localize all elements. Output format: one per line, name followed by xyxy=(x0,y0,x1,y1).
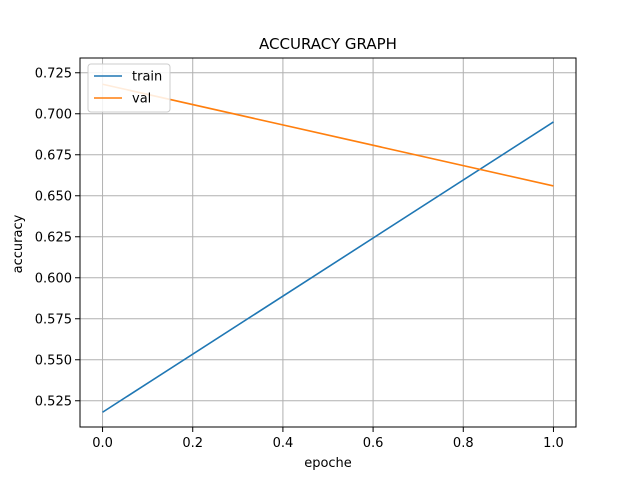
y-tick-label: 0.525 xyxy=(35,394,72,409)
y-tick-label: 0.700 xyxy=(35,107,72,122)
x-tick-label: 0.2 xyxy=(182,436,203,451)
y-tick-label: 0.650 xyxy=(35,189,72,204)
y-tick-label: 0.575 xyxy=(35,312,72,327)
series-lines xyxy=(102,83,554,413)
chart-title: ACCURACY GRAPH xyxy=(259,35,397,53)
x-tick-label: 0.8 xyxy=(453,436,474,451)
y-tick-label: 0.600 xyxy=(35,271,72,286)
y-tick-label: 0.550 xyxy=(35,353,72,368)
legend-label: val xyxy=(132,92,151,107)
x-tick-label: 1.0 xyxy=(543,436,564,451)
axis-ticks: 0.0 0.2 0.4 0.6 0.8 1.0 0.525 0.550 0.575 0.600 0.… xyxy=(35,66,564,451)
x-tick-label: 0.0 xyxy=(92,436,113,451)
legend-label: train xyxy=(132,70,162,85)
y-tick-label: 0.675 xyxy=(35,148,72,163)
x-axis-label: epoche xyxy=(304,456,352,471)
grid xyxy=(80,58,576,427)
series-line-train xyxy=(102,121,554,413)
y-tick-label: 0.725 xyxy=(35,66,72,81)
x-tick-label: 0.6 xyxy=(363,436,384,451)
series-line-val xyxy=(102,83,554,187)
plot-frame xyxy=(79,57,577,428)
legend: train val xyxy=(87,63,171,113)
x-tick-label: 0.4 xyxy=(273,436,294,451)
y-axis-label: accuracy xyxy=(11,214,26,273)
y-tick-label: 0.625 xyxy=(35,230,72,245)
